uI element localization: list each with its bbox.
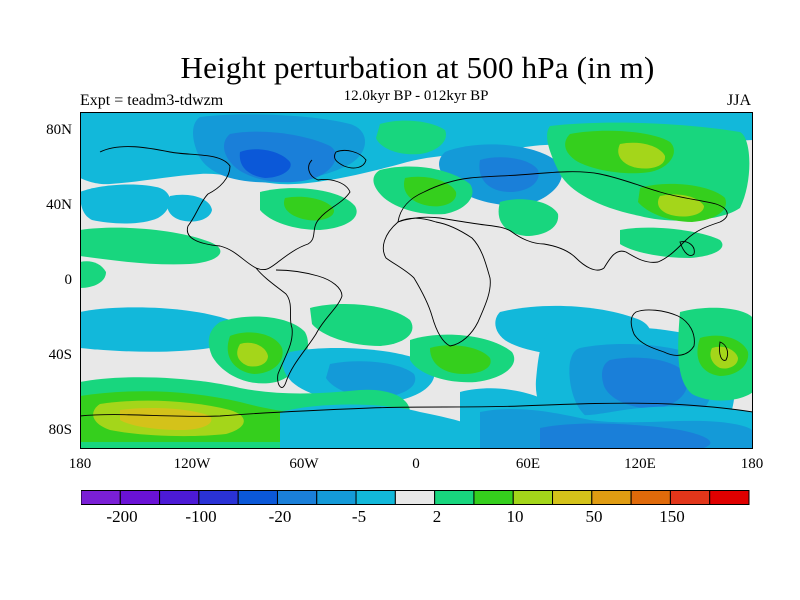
colorbar-swatch [276,490,318,505]
colorbar-swatch [81,490,121,505]
anomaly-region [80,227,221,265]
anomaly-region [120,408,212,430]
colorbar-swatch [316,490,357,505]
colorbar-swatch [552,490,593,505]
anomaly-region [376,120,446,155]
anomaly-region [618,142,666,169]
anomaly-region [80,184,170,224]
experiment-label: Expt = teadm3-tdwzm [80,92,224,109]
season-label: JJA [727,92,752,109]
lon-label-120e: 120E [624,456,656,472]
anomaly-region [657,194,704,217]
colorbar-swatch [434,490,475,505]
lon-label-60e: 60E [515,456,541,472]
lat-label-80n: 80N [46,122,72,138]
lon-label-120w: 120W [173,456,211,472]
colorbar-label: -100 [185,507,217,526]
lon-label-180e: 180 [740,456,764,472]
colorbar-label: 2 [432,507,442,526]
anomaly-region [430,345,491,374]
colorbar-label: -20 [268,507,292,526]
colorbar-label: -5 [351,507,367,526]
coastlines [80,146,753,417]
anomaly-region [239,149,291,178]
anomaly-region [283,196,335,221]
anomaly-region [498,199,559,236]
colorbar-label: 10 [506,507,524,526]
lon-label-0: 0 [412,456,420,472]
anomaly-region [310,304,413,346]
anomaly-region [80,261,106,288]
plot-subtitle: 12.0kyr BP - 012kyr BP [343,88,489,104]
map-frame [80,112,753,449]
colorbar-swatch [473,490,514,505]
anomaly-region [479,157,539,192]
lon-label-180w: 180 [68,456,92,472]
colorbar-swatch [394,490,436,505]
anomaly-region [237,342,268,367]
lat-label-40n: 40N [46,197,72,213]
anomaly-region [710,346,738,369]
colorbar-swatch [591,490,632,505]
colorbar-swatch [630,490,671,505]
anomaly-region [167,194,212,222]
anomaly-region [326,361,416,398]
anomaly-region [280,404,500,449]
colorbar-label: 50 [585,507,603,526]
lon-label-60w: 60W [289,456,319,472]
colorbar-label: -200 [106,507,138,526]
anomaly-region [602,357,688,409]
anomaly-region [80,307,241,352]
colorbar-label: 150 [659,507,685,526]
colorbar [81,490,750,505]
colorbar-swatch [198,490,239,505]
plot-title: Height perturbation at 500 hPa (in m) [180,50,655,85]
colorbar-swatch [669,490,711,505]
lat-label-40s: 40S [48,347,72,363]
colorbar-swatch [159,490,200,505]
height-anomaly-map [80,112,753,449]
anomaly-region [620,227,723,258]
colorbar-swatch [355,490,396,505]
colorbar-swatch [709,490,750,505]
colorbar-swatch [512,490,554,505]
lat-label-80s: 80S [48,422,72,438]
colorbar-swatch [237,490,278,505]
anomaly-region [540,423,711,449]
colorbar-swatch [119,490,161,505]
lat-label-0: 0 [64,272,73,288]
